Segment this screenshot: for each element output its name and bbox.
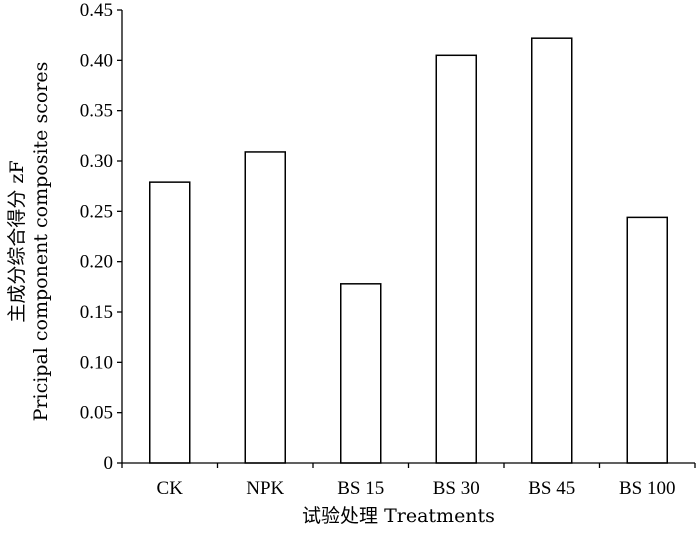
y-axis-title-chinese: 主成分综合得分 zF <box>6 160 28 322</box>
y-tick-label: 0.05 <box>80 403 113 424</box>
axes-group <box>121 10 695 464</box>
x-tick-label: CK <box>157 478 184 499</box>
x-tick-label: BS 100 <box>619 478 676 499</box>
y-tick-label: 0.20 <box>80 252 113 273</box>
y-ticks-group: 0 0.05 0.10 0.15 0.20 0.25 0.30 0.35 0.40 0.45 <box>80 0 122 474</box>
bar-npk <box>244 151 286 464</box>
bars-group <box>149 37 668 464</box>
y-tick-label: 0.45 <box>80 0 113 21</box>
bar-ck <box>149 181 191 464</box>
bar-bs-15 <box>340 283 382 464</box>
y-tick-label: 0 <box>104 453 114 474</box>
x-ticks-group: CK NPK BS 15 BS 30 BS 45 BS 100 <box>121 463 696 499</box>
y-tick-label: 0.10 <box>80 352 113 373</box>
y-tick-label: 0.40 <box>80 50 113 71</box>
x-tick-label: BS 45 <box>528 478 575 499</box>
y-tick-label: 0.35 <box>80 101 113 122</box>
bar-bs-45 <box>531 37 573 464</box>
bar-bs-30 <box>435 54 477 464</box>
x-axis-title: 试验处理 Treatments <box>302 505 495 527</box>
y-tick-label: 0.25 <box>80 201 113 222</box>
x-tick-label: BS 15 <box>337 478 384 499</box>
bar-bs-100 <box>626 216 668 464</box>
x-tick-label: NPK <box>246 478 284 499</box>
y-tick-label: 0.30 <box>80 151 113 172</box>
y-axis-title-english: Pricipal component composite scores <box>30 62 52 422</box>
x-tick-label: BS 30 <box>433 478 480 499</box>
y-tick-label: 0.15 <box>80 302 113 323</box>
